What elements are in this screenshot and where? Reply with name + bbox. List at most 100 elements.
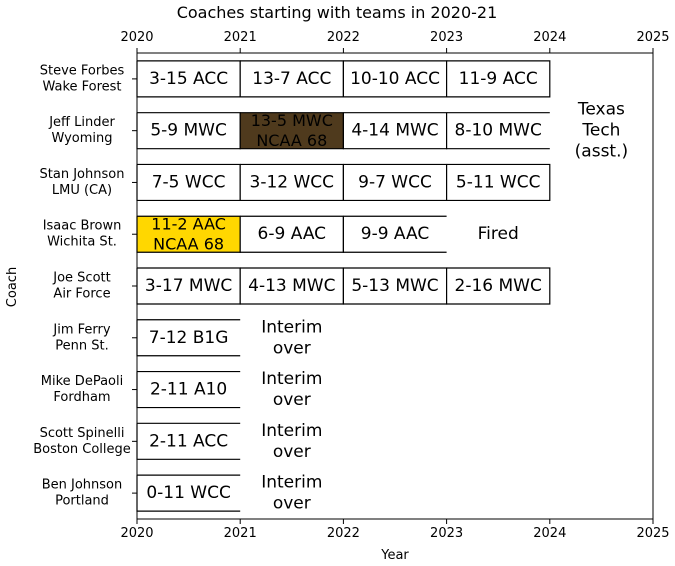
season-record-line: 0-11 WCC (146, 483, 231, 503)
season-record-line: 6-9 AAC (258, 224, 326, 244)
season-record: 0-11 WCC (146, 483, 231, 503)
season-box-fill (137, 112, 241, 149)
season-record: 9-9 AAC (361, 224, 429, 244)
season-box-fill (240, 216, 344, 253)
x-axis-label: Year (380, 548, 409, 563)
season-record-line: 3-12 WCC (250, 172, 335, 192)
season-box-fill (240, 112, 344, 149)
coach-note: Interim over (261, 317, 322, 358)
y-tick-label-coach: Steve Forbes Wake Forest (40, 63, 125, 94)
y-tick-label-coach-line: Mike DePaoli (41, 374, 123, 389)
season-record-line: 3-15 ACC (149, 69, 228, 89)
x-tick-label-top: 2020 (120, 30, 153, 45)
season-record: 2-11 ACC (149, 431, 228, 451)
season-box-border (136, 370, 241, 409)
season-box-fill (137, 423, 241, 460)
x-tick-label-top: 2023 (430, 30, 463, 45)
season-record: 6-9 AAC (258, 224, 326, 244)
season-record-line: 7-5 WCC (152, 172, 226, 192)
season-record: 13-5 MWC NCAA 68 (251, 111, 333, 150)
y-tick-label-coach-line: Wake Forest (42, 79, 121, 94)
season-box-fill (446, 112, 550, 149)
season-record: 9-7 WCC (358, 172, 432, 192)
season-record-line: NCAA 68 (256, 131, 327, 150)
season-box-border (446, 267, 551, 305)
season-record: 8-10 MWC (455, 121, 542, 141)
season-record: 11-2 AAC NCAA 68 (151, 215, 226, 254)
season-record: 5-9 MWC (150, 121, 227, 141)
y-tick-label-coach-line: Fordham (53, 390, 110, 405)
season-box-border (136, 319, 241, 357)
season-record: 11-9 ACC (459, 69, 538, 89)
season-box-fill (240, 268, 344, 304)
season-record: 7-12 B1G (149, 328, 229, 348)
coach-note-line: Interim (261, 473, 322, 493)
y-tick-label-coach-line: Wichita St. (47, 235, 117, 250)
y-tick-label-coach-line: Scott Spinelli (40, 426, 125, 441)
season-box-border (342, 215, 447, 253)
season-record-line: 3-17 MWC (145, 276, 232, 296)
y-tick-label-coach: Scott Spinelli Boston College (33, 426, 131, 457)
y-tick-label-coach: Isaac Brown Wichita St. (43, 219, 122, 250)
season-box-fill (137, 319, 241, 356)
y-tick-label-coach: Joe Scott Air Force (52, 271, 110, 302)
y-tick-label-coach: Mike DePaoli Fordham (41, 374, 123, 405)
season-record: 2-11 A10 (150, 380, 227, 400)
y-tick-label-coach-line: Boston College (33, 442, 131, 457)
season-box-fill (137, 371, 241, 408)
season-record-line: 2-16 MWC (455, 276, 542, 296)
season-box-fill (343, 268, 447, 304)
coach-note-line: Texas (577, 100, 625, 120)
season-record-line: 8-10 MWC (455, 121, 542, 141)
season-record: 10-10 ACC (350, 69, 440, 89)
y-tick-label-coach-line: Jim Ferry (52, 322, 110, 337)
season-record: 7-5 WCC (152, 172, 226, 192)
y-tick-label-coach: Stan Johnson LMU (CA) (40, 167, 125, 198)
season-box-border (446, 112, 550, 150)
coach-note-line: Interim (261, 369, 322, 389)
season-box-border (136, 474, 241, 512)
season-record-line: 13-5 MWC (251, 111, 333, 130)
season-record-line: NCAA 68 (153, 235, 224, 254)
y-tick-label-coach-line: Portland (55, 494, 109, 509)
coach-note-line: Tech (581, 121, 620, 141)
x-tick-label-bottom: 2024 (533, 526, 566, 541)
coach-note: Interim over (261, 369, 322, 410)
season-record: 3-17 MWC (145, 276, 232, 296)
coach-note: Interim over (261, 473, 322, 514)
y-tick-label-coach-line: Penn St. (55, 338, 108, 353)
season-record-line: 4-13 MWC (248, 276, 335, 296)
coach-note: Interim over (261, 421, 322, 462)
season-record-line: 11-2 AAC (151, 215, 226, 234)
plot-area: 2020 2020 2021 2021 2022 2022 2023 2023 2024 2024… (33, 30, 669, 541)
season-box-fill (240, 164, 344, 201)
x-tick-label-bottom: 2021 (224, 526, 257, 541)
season-record: 5-13 MWC (351, 276, 438, 296)
x-tick-label-bottom: 2023 (430, 526, 463, 541)
y-tick-label-coach: Jeff Linder Wyoming (48, 115, 115, 146)
season-record: 3-12 WCC (250, 172, 335, 192)
y-tick-label-coach-line: Ben Johnson (42, 478, 123, 493)
season-box-fill (446, 268, 550, 304)
x-tick-label-bottom: 2020 (120, 526, 153, 541)
y-tick-label-coach-line: Air Force (53, 287, 110, 302)
season-record: 13-7 ACC (252, 69, 331, 89)
season-box-fill (343, 216, 447, 253)
season-box-border (136, 422, 241, 460)
coach-note-line: over (273, 390, 311, 410)
season-record: 3-15 ACC (149, 69, 228, 89)
season-record-line: 7-12 B1G (149, 328, 229, 348)
season-record-line: 9-9 AAC (361, 224, 429, 244)
season-record-line: 2-11 A10 (150, 380, 227, 400)
coach-note-line: over (273, 494, 311, 514)
season-record-line: 5-9 MWC (150, 121, 227, 141)
x-tick-label-top: 2025 (636, 30, 669, 45)
coach-note-line: (asst.) (575, 142, 628, 162)
y-tick-label-coach-line: Stan Johnson (40, 167, 125, 182)
chart-title: Coaches starting with teams in 2020-21 (177, 3, 498, 22)
season-box-fill (137, 60, 241, 97)
y-tick-label-coach-line: Steve Forbes (40, 63, 125, 78)
y-tick-label-coach-line: Wyoming (51, 131, 112, 146)
season-record-line: 4-14 MWC (351, 121, 438, 141)
